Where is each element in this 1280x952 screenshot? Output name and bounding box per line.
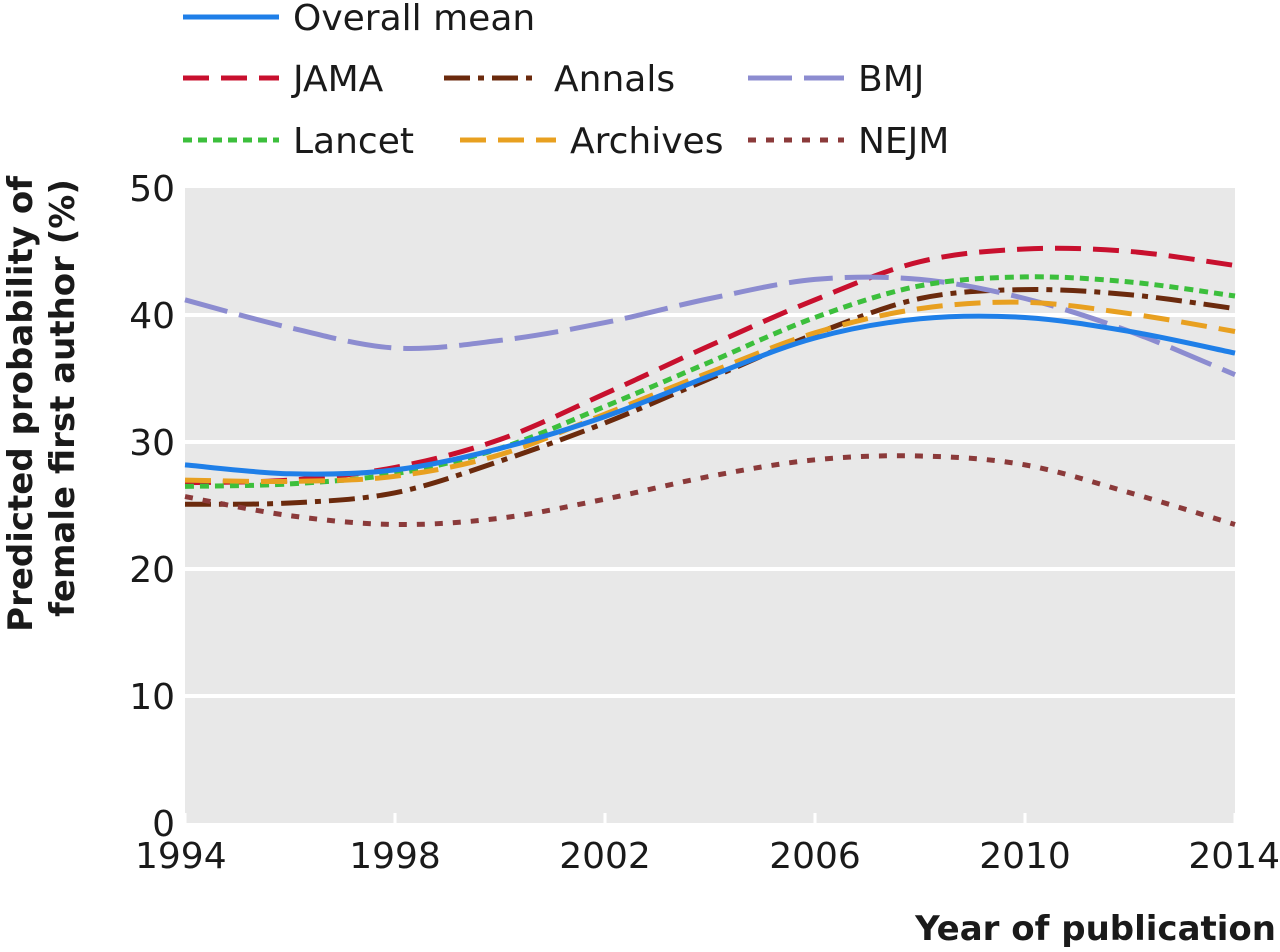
gridlines: [185, 313, 1235, 698]
series-line-nejm: [184, 453, 1236, 528]
legend-label-jama: JAMA: [291, 59, 384, 100]
y-axis-title-line-1: Predicted probability of: [1, 175, 41, 632]
legend-label-bmj: BMJ: [858, 59, 924, 100]
plot-background: [185, 188, 1235, 823]
x-tick-label-1998: 1998: [349, 836, 441, 877]
legend-label-archives: Archives: [570, 121, 723, 162]
legend-label-overall-mean: Overall mean: [293, 0, 535, 39]
x-axis-tick-labels: 1994 1998 2002 2006 2010 2014: [135, 836, 1280, 877]
y-axis-title: Predicted probability of female first au…: [1, 164, 83, 632]
series-lines: [184, 245, 1236, 528]
y-tick-label-10: 10: [129, 677, 175, 718]
legend-label-nejm: NEJM: [858, 121, 949, 162]
x-tick-label-2014: 2014: [1188, 836, 1280, 877]
x-tick-label-1994: 1994: [135, 836, 227, 877]
y-tick-label-50: 50: [129, 169, 175, 210]
series-line-archives: [184, 299, 1236, 485]
series-line-bmj: [184, 274, 1236, 378]
y-tick-label-20: 20: [129, 550, 175, 591]
legend-label-lancet: Lancet: [293, 121, 414, 162]
x-tick-label-2010: 2010: [979, 836, 1071, 877]
x-axis-ticks: [183, 813, 1237, 823]
y-axis-tick-labels: 0 10 20 30 40 50: [129, 169, 175, 845]
legend: Overall mean JAMA Annals BMJ Lancet Archives N…: [183, 0, 949, 162]
series-line-overall-mean: [184, 313, 1236, 477]
series-line-jama: [184, 245, 1236, 486]
x-tick-label-2002: 2002: [559, 836, 651, 877]
y-tick-label-30: 30: [129, 423, 175, 464]
x-tick-label-2006: 2006: [769, 836, 861, 877]
series-line-lancet: [184, 274, 1236, 489]
y-tick-label-40: 40: [129, 296, 175, 337]
legend-label-annals: Annals: [554, 59, 675, 100]
y-tick-label-0: 0: [152, 804, 175, 845]
x-axis-title: Year of publication: [914, 909, 1276, 949]
y-axis-title-line-2: female first author (%): [43, 179, 83, 617]
